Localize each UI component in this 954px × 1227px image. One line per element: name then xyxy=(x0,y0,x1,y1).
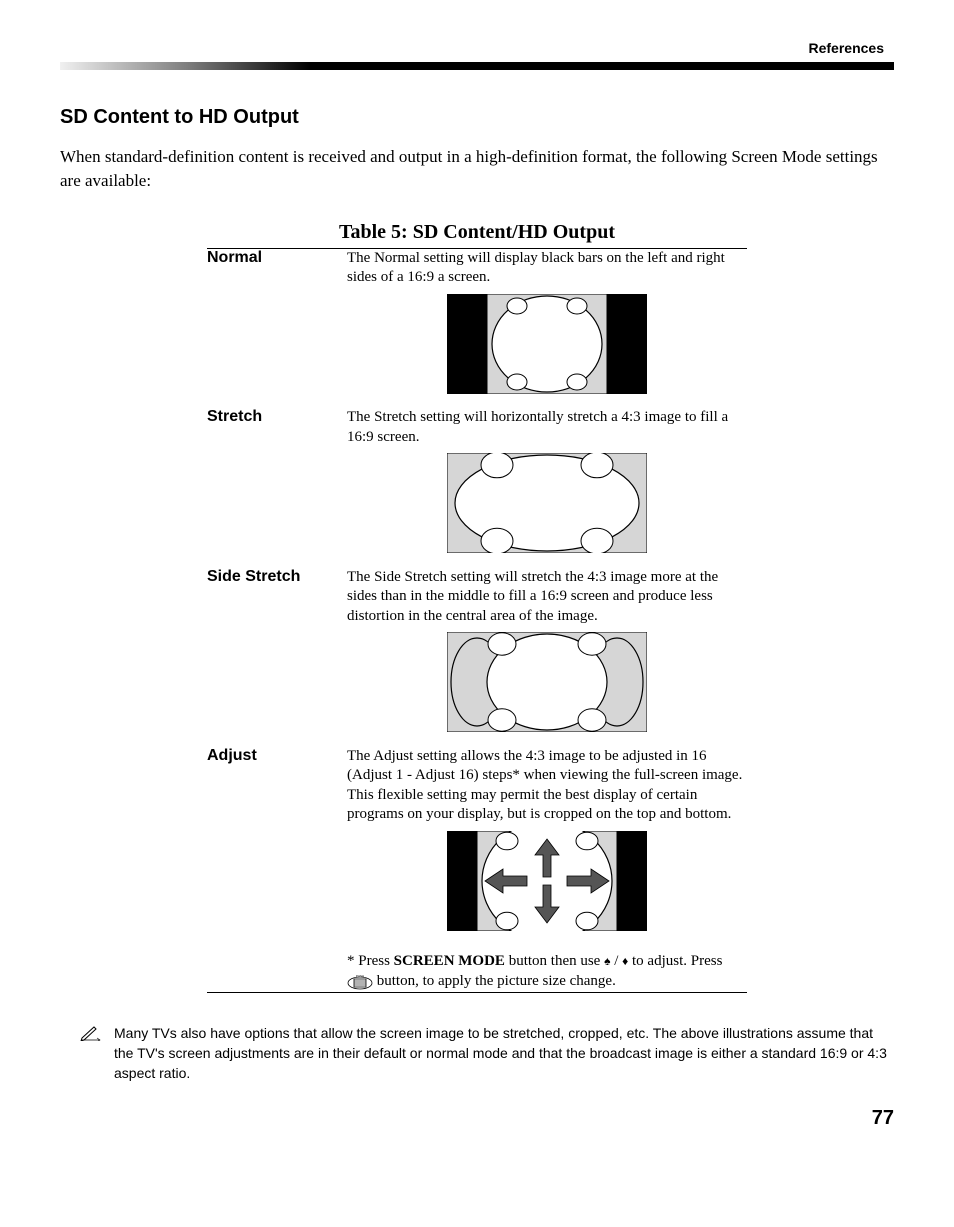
mode-description-text: The Side Stretch setting will stretch th… xyxy=(347,568,747,627)
modes-table: NormalThe Normal setting will display bl… xyxy=(207,248,747,993)
intro-paragraph: When standard-definition content is rece… xyxy=(60,145,894,193)
table-row: Side StretchThe Side Stretch setting wil… xyxy=(207,568,747,747)
header-divider-bar xyxy=(60,62,894,70)
mode-illustration xyxy=(347,825,747,946)
mode-name: Side Stretch xyxy=(207,568,347,747)
table-row: StretchThe Stretch setting will horizont… xyxy=(207,408,747,568)
page-number: 77 xyxy=(60,1107,894,1130)
page-header: References xyxy=(60,40,894,70)
mode-description-text: The Normal setting will display black ba… xyxy=(347,249,747,288)
mode-description-cell: The Adjust setting allows the 4:3 image … xyxy=(347,747,747,993)
svg-text:PUSH: PUSH xyxy=(356,974,364,978)
mode-description-cell: The Normal setting will display black ba… xyxy=(347,248,747,408)
adjust-footnote: * Press SCREEN MODE button then use ♠ / … xyxy=(347,951,747,992)
mode-illustration xyxy=(347,626,747,747)
push-select-button-icon: PUSH xyxy=(347,973,373,989)
section-title: SD Content to HD Output xyxy=(60,106,894,129)
table-row: AdjustThe Adjust setting allows the 4:3 … xyxy=(207,747,747,993)
pencil-note-icon xyxy=(80,1025,102,1046)
mode-illustration xyxy=(347,447,747,568)
mode-name: Adjust xyxy=(207,747,347,993)
mode-name: Stretch xyxy=(207,408,347,568)
mode-description-text: The Stretch setting will horizontally st… xyxy=(347,408,747,447)
note-text: Many TVs also have options that allow th… xyxy=(114,1023,894,1084)
mode-description-cell: The Side Stretch setting will stretch th… xyxy=(347,568,747,747)
header-label: References xyxy=(60,40,894,56)
mode-illustration xyxy=(347,288,747,409)
mode-name: Normal xyxy=(207,248,347,408)
down-arrow-icon: ♦ xyxy=(622,954,628,968)
up-arrow-icon: ♠ xyxy=(604,954,610,968)
footnote-block: Many TVs also have options that allow th… xyxy=(60,1023,894,1084)
table-title: Table 5: SD Content/HD Output xyxy=(60,221,894,244)
table-row: NormalThe Normal setting will display bl… xyxy=(207,248,747,408)
mode-description-cell: The Stretch setting will horizontally st… xyxy=(347,408,747,568)
mode-description-text: The Adjust setting allows the 4:3 image … xyxy=(347,747,747,825)
